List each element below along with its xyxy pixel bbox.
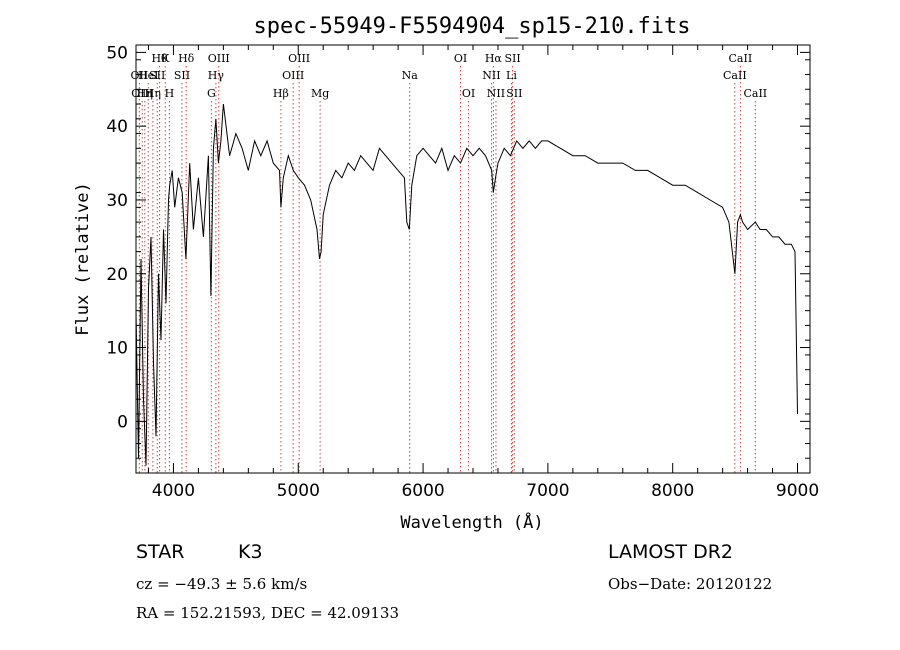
line-marker-label: SII	[174, 69, 190, 82]
redshift-readout: cz = −49.3 ± 5.6 km/s	[136, 575, 308, 593]
y-tick-10: 10	[106, 339, 810, 359]
line-marker-label: H	[165, 87, 175, 100]
x-tick-8000: 8000	[651, 45, 694, 501]
line-marker-label: Na	[402, 69, 419, 82]
object-class: STAR	[136, 541, 185, 563]
y-tick-30: 30	[106, 191, 810, 211]
x-tick-label: 9000	[776, 481, 819, 501]
x-tick-label: 7000	[526, 481, 569, 501]
x-axis-label: Wavelength (Å)	[400, 511, 543, 533]
line-marker-label: Hη	[145, 87, 161, 100]
x-tick-label: 5000	[277, 481, 320, 501]
line-marker-label: G	[207, 87, 216, 100]
spectral-line-labels: OIIOIIIHηHeIHηSIIHθKHSIIHδGHγOIIIHβOIIIO…	[131, 52, 768, 100]
plot-frame	[135, 44, 811, 474]
line-marker-label: OIII	[288, 52, 310, 65]
line-marker-label: NII	[482, 69, 500, 82]
y-tick-50: 50	[106, 43, 810, 63]
y-tick-20: 20	[106, 265, 810, 285]
x-tick-label: 8000	[651, 481, 694, 501]
line-marker-label: Mg	[311, 87, 329, 100]
line-marker-label: CaII	[743, 87, 767, 100]
line-marker-label: Hβ	[273, 87, 289, 100]
x-tick-7000: 7000	[526, 45, 570, 501]
coordinates: RA = 152.21593, DEC = 42.09133	[136, 604, 400, 622]
line-marker-label: Hδ	[178, 52, 195, 65]
line-marker-label: OIII	[208, 52, 230, 65]
line-marker-label: OII	[131, 69, 149, 82]
x-tick-label: 4000	[152, 481, 195, 501]
x-tick-6000: 6000	[401, 45, 445, 501]
y-tick-0: 0	[117, 412, 810, 432]
line-marker-label: HeI	[138, 69, 158, 82]
x-tick-9000: 9000	[776, 45, 819, 501]
line-marker-label: SII	[149, 69, 165, 82]
line-marker-label: Hθ	[151, 52, 168, 65]
spectral-line-markers	[138, 66, 756, 473]
chart-title: spec-55949-F5594904_sp15-210.fits	[253, 14, 690, 39]
flux-series-line	[135, 103, 798, 466]
y-tick-label: 0	[117, 412, 128, 432]
line-marker-label: SII	[504, 52, 520, 65]
line-marker-label: CaII	[729, 52, 753, 65]
survey-name: LAMOST DR2	[608, 541, 733, 563]
object-subclass: K3	[238, 541, 263, 563]
line-marker-label: Hγ	[208, 69, 225, 82]
line-marker-label: OI	[454, 52, 467, 65]
y-tick-label: 10	[106, 339, 128, 359]
y-tick-label: 50	[106, 43, 128, 63]
y-axis-ticks: 0 10 20 30 40 50	[106, 43, 810, 459]
x-axis-ticks: 4000 5000 6000 7000 8000 9000	[147, 45, 819, 501]
line-marker-label: OIII	[131, 87, 153, 100]
y-tick-label: 40	[106, 117, 128, 137]
line-marker-label: NII	[487, 87, 505, 100]
line-marker-label: Li	[506, 69, 517, 82]
line-marker-label: Hα	[485, 52, 503, 65]
y-axis-label: Flux (relative)	[73, 182, 93, 336]
line-marker-label: OIII	[282, 69, 304, 82]
x-tick-label: 6000	[401, 481, 444, 501]
y-tick-label: 30	[106, 191, 128, 211]
line-marker-label: CaII	[723, 69, 747, 82]
line-marker-label: SII	[506, 87, 522, 100]
x-tick-5000: 5000	[277, 45, 320, 501]
x-tick-4000: 4000	[152, 45, 195, 501]
obs-date: Obs−Date: 20120122	[608, 575, 773, 593]
line-marker-label: Hη	[137, 87, 153, 100]
line-marker-label: OI	[462, 87, 475, 100]
y-tick-label: 20	[106, 265, 128, 285]
y-tick-40: 40	[106, 117, 810, 137]
line-marker-label: K	[161, 52, 170, 65]
